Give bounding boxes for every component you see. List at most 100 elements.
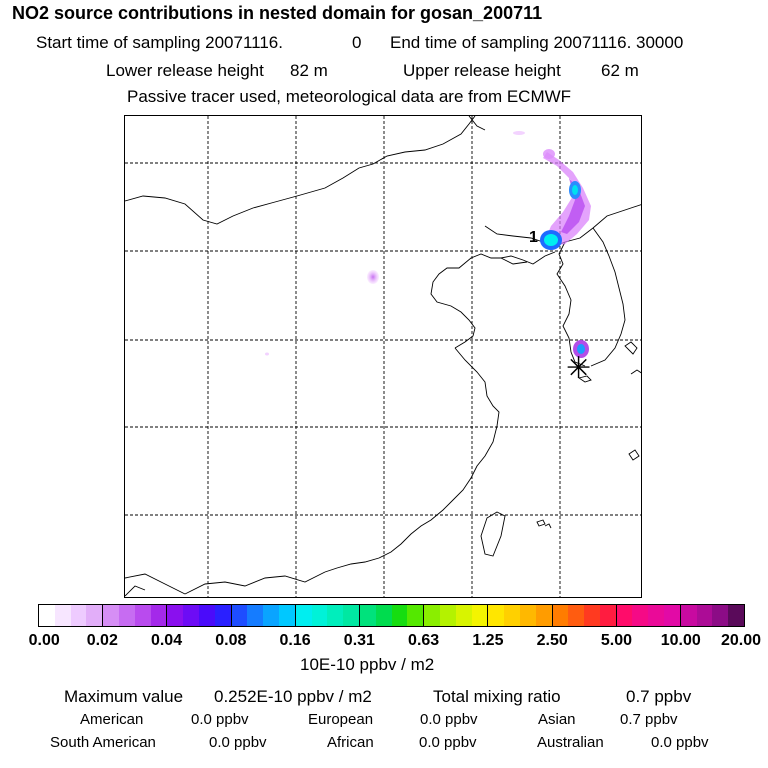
colorbar-swatch: [584, 605, 600, 626]
colorbar-swatch: [214, 605, 231, 626]
lower-height-label: Lower release height: [106, 61, 264, 80]
colorbar-tick-label: 1.25: [472, 632, 504, 649]
colorbar-block: [488, 605, 553, 626]
colorbar-tick-label: 0.63: [408, 632, 440, 649]
region-name: African: [327, 734, 374, 751]
max-value: 0.252E-10 ppbv / m2: [214, 687, 372, 706]
tracer-note: Passive tracer used, meteorological data…: [127, 87, 572, 106]
colorbar-tick-label: 0.02: [86, 632, 118, 649]
start-time-hour: 0: [352, 33, 362, 52]
colorbar-swatch: [712, 605, 729, 626]
colorbar-swatch: [247, 605, 264, 626]
start-time-label: Start time of sampling 20071116.: [36, 33, 283, 52]
colorbar-tick-label: 0.04: [150, 632, 183, 649]
colorbar-swatch: [278, 605, 295, 626]
colorbar-swatch: [198, 605, 215, 626]
colorbar-units: 10E-10 ppbv / m2: [300, 655, 435, 674]
colorbar-block: [167, 605, 232, 626]
colorbar-swatch: [504, 605, 520, 626]
colorbar-swatch: [391, 605, 408, 626]
colorbar-swatch: [295, 605, 312, 626]
colorbar-block: [39, 605, 104, 626]
colorbar-swatch: [103, 605, 119, 626]
region-name: American: [80, 711, 144, 728]
colorbar: [38, 604, 745, 627]
region-name: European: [308, 711, 374, 728]
colorbar-swatch: [231, 605, 248, 626]
colorbar-block: [616, 605, 681, 626]
colorbar-tick-label: 0.16: [279, 632, 311, 649]
colorbar-swatch: [696, 605, 713, 626]
region-value: 0.0 ppbv: [651, 734, 709, 751]
region-name: Australian: [537, 734, 604, 751]
upper-height-value: 62 m: [601, 61, 639, 80]
lower-height-value: 82 m: [290, 61, 328, 80]
colorbar-swatch: [118, 605, 135, 626]
colorbar-swatch: [134, 605, 151, 626]
colorbar-tick-label: 5.00: [600, 632, 633, 649]
lat-lon-grid: [125, 116, 641, 597]
colorbar-swatch: [599, 605, 616, 626]
region-name: South American: [50, 734, 156, 751]
colorbar-block: [552, 605, 617, 626]
release-site-marker-icon: ✳: [566, 352, 592, 385]
colorbar-swatch: [150, 605, 167, 626]
total-mixing-label: Total mixing ratio: [433, 687, 561, 706]
colorbar-swatch: [535, 605, 552, 626]
map-canvas: [125, 116, 641, 597]
colorbar-tick-label: 2.50: [536, 632, 568, 649]
region-name: Asian: [538, 711, 576, 728]
colorbar-block: [424, 605, 489, 626]
colorbar-swatch: [183, 605, 199, 626]
colorbar-swatch: [70, 605, 87, 626]
region-value: 0.7 ppbv: [620, 711, 678, 728]
colorbar-swatch: [439, 605, 456, 626]
colorbar-tick-label: 0.08: [215, 632, 247, 649]
colorbar-tick-label: 20.00: [720, 632, 762, 649]
colorbar-swatch: [568, 605, 585, 626]
colorbar-swatch: [616, 605, 633, 626]
upper-height-label: Upper release height: [403, 61, 561, 80]
colorbar-swatch: [455, 605, 472, 626]
colorbar-block: [103, 605, 168, 626]
colorbar-tick-label: 0.00: [28, 632, 60, 649]
region-value: 0.0 ppbv: [209, 734, 267, 751]
colorbar-swatch: [664, 605, 680, 626]
max-value-label: Maximum value: [64, 687, 184, 706]
colorbar-swatch: [488, 605, 505, 626]
colorbar-swatch: [311, 605, 328, 626]
coastlines: [125, 116, 641, 597]
colorbar-swatch: [680, 605, 697, 626]
colorbar-swatch: [632, 605, 649, 626]
colorbar-swatch: [86, 605, 103, 626]
colorbar-swatch: [407, 605, 424, 626]
colorbar-swatch: [343, 605, 359, 626]
colorbar-swatch: [552, 605, 569, 626]
colorbar-swatch: [375, 605, 392, 626]
region-value: 0.0 ppbv: [191, 711, 249, 728]
colorbar-swatch: [327, 605, 344, 626]
end-time-label: End time of sampling 20071116. 30000: [390, 33, 684, 52]
plot-title: NO2 source contributions in nested domai…: [12, 3, 543, 23]
colorbar-tick-label: 10.00: [660, 632, 701, 649]
colorbar-swatch: [39, 605, 55, 626]
colorbar-swatch: [263, 605, 279, 626]
total-mixing-value: 0.7 ppbv: [626, 687, 692, 706]
colorbar-block: [359, 605, 425, 626]
colorbar-block: [680, 605, 745, 626]
region-value: 0.0 ppbv: [419, 734, 477, 751]
colorbar-swatch: [424, 605, 440, 626]
map-panel: 1 ✳: [124, 115, 642, 598]
release-marker-label: 1: [529, 229, 538, 246]
colorbar-swatch: [359, 605, 376, 626]
colorbar-block: [231, 605, 296, 626]
region-value: 0.0 ppbv: [420, 711, 478, 728]
no2-plume: [265, 131, 591, 358]
colorbar-swatch: [728, 605, 745, 626]
colorbar-swatch: [648, 605, 665, 626]
colorbar-swatch: [167, 605, 184, 626]
colorbar-swatch: [471, 605, 488, 626]
colorbar-swatch: [54, 605, 71, 626]
colorbar-block: [295, 605, 360, 626]
colorbar-tick-label: 0.31: [343, 632, 375, 649]
